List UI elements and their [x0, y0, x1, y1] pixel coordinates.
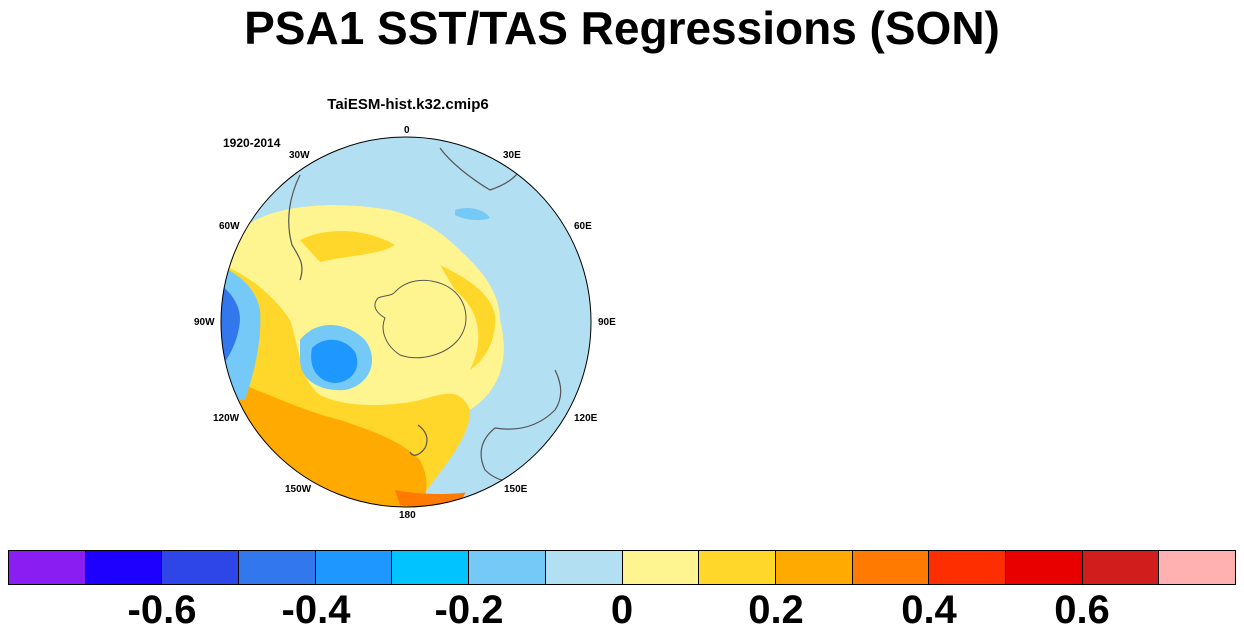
polar-stereographic-map: [220, 136, 592, 508]
colorbar-swatch-9: [699, 551, 776, 584]
negative-blue-amundsen: [311, 339, 358, 383]
colorbar-label-neg-0-6: -0.6: [127, 588, 197, 632]
colorbar-label-neg-0-4: -0.4: [281, 588, 351, 632]
colorbar-swatch-11: [852, 551, 930, 584]
colorbar-swatch-5: [392, 551, 470, 584]
colorbar-swatch-6: [469, 551, 546, 584]
positive-patch-south-atlantic: [300, 230, 395, 262]
landmasses: [288, 147, 562, 482]
colorbar-swatch-8: [622, 551, 700, 584]
colorbar: [8, 550, 1236, 585]
south-america-coastline: [288, 174, 303, 281]
colorbar-label-zero: 0: [610, 588, 634, 632]
colorbar-label-0-4: 0.4: [901, 588, 957, 632]
africa-coastline: [439, 147, 521, 191]
lon-label-150w: 150W: [285, 484, 312, 495]
colorbar-swatch-10: [775, 551, 853, 584]
colorbar-swatch-7: [545, 551, 623, 584]
lon-label-120e: 120E: [574, 413, 598, 424]
colorbar-swatch-0: [9, 551, 86, 584]
australia-coastline: [480, 369, 562, 482]
lon-label-120w: 120W: [213, 413, 240, 424]
lon-label-60e: 60E: [574, 221, 592, 232]
lon-label-30w: 30W: [289, 150, 310, 161]
panel-model-title: TaiESM-hist.k32.cmip6: [327, 96, 489, 113]
antarctica-landmass: [374, 279, 467, 359]
lon-label-180: 180: [399, 510, 416, 521]
colorbar-swatch-15: [1159, 551, 1235, 584]
colorbar-swatch-3: [239, 551, 316, 584]
colorbar-swatch-1: [85, 551, 163, 584]
colorbar-label-0-6: 0.6: [1054, 588, 1110, 632]
lon-label-0: 0: [404, 125, 410, 136]
lon-label-90e: 90E: [598, 317, 616, 328]
colorbar-label-neg-0-2: -0.2: [434, 588, 504, 632]
colorbar-swatch-13: [1005, 551, 1083, 584]
lon-label-90w: 90W: [194, 317, 215, 328]
colorbar-swatch-4: [315, 551, 393, 584]
lon-label-150e: 150E: [504, 484, 528, 495]
colorbar-label-0-2: 0.2: [748, 588, 804, 632]
colorbar-swatch-2: [162, 551, 240, 584]
panel-period-label: 1920-2014: [223, 136, 281, 150]
map-boundary-circle: [220, 136, 592, 508]
negative-patch-agulhas: [455, 207, 490, 221]
negative-blue-east-pacific: [221, 275, 240, 380]
figure-title: PSA1 SST/TAS Regressions (SON): [244, 2, 1000, 54]
colorbar-swatch-12: [929, 551, 1006, 584]
colorbar-swatch-14: [1082, 551, 1160, 584]
positive-band-east: [440, 265, 496, 370]
lon-label-60w: 60W: [219, 221, 240, 232]
lon-label-30e: 30E: [503, 150, 521, 161]
new-zealand-coastline: [409, 424, 428, 456]
